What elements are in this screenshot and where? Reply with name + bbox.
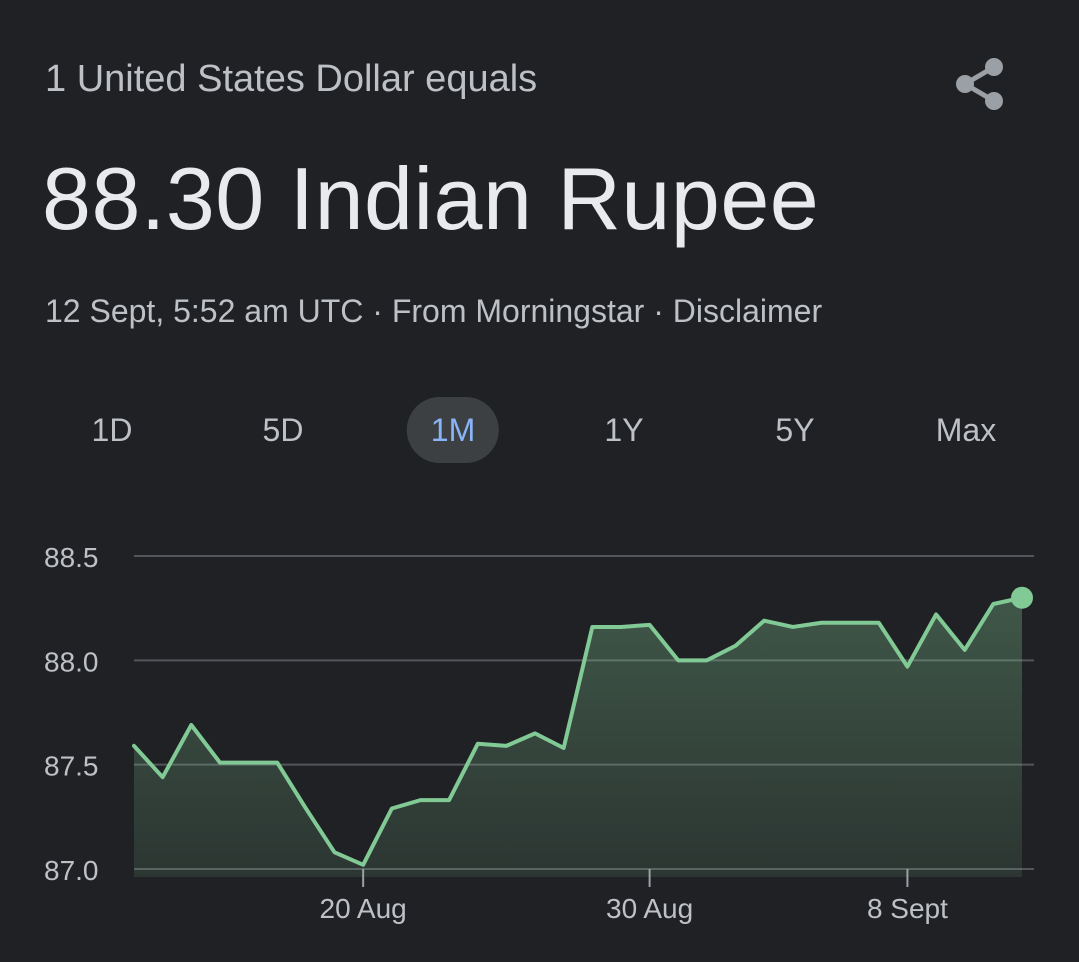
exchange-rate-headline: 88.30 Indian Rupee xyxy=(42,149,820,248)
share-button[interactable] xyxy=(948,52,1012,116)
x-tick-label: 30 Aug xyxy=(606,893,693,924)
tab-max[interactable]: Max xyxy=(935,412,997,448)
source-link[interactable]: From Morningstar xyxy=(391,293,645,329)
share-icon xyxy=(956,58,1003,110)
series-line xyxy=(132,595,1024,867)
area-fill xyxy=(134,597,1022,877)
tab-5y[interactable]: 5Y xyxy=(775,412,815,448)
rate-subtitle: 1 United States Dollar equals xyxy=(45,58,538,100)
x-tick-label: 8 Sept xyxy=(867,893,948,924)
y-tick-label: 88.0 xyxy=(44,646,99,677)
y-tick-label: 87.5 xyxy=(44,751,99,782)
tab-1y[interactable]: 1Y xyxy=(604,412,644,448)
y-tick-label: 87.0 xyxy=(44,855,99,886)
tab-1d[interactable]: 1D xyxy=(91,412,133,448)
y-tick-label: 88.5 xyxy=(44,542,99,573)
rate-chart: 88.5 88.0 87.5 87.0 20 Aug 30 Aug 8 Sept xyxy=(44,542,1034,924)
tab-1m[interactable]: 1M xyxy=(406,397,500,463)
x-tick-label: 20 Aug xyxy=(320,893,407,924)
separator: · xyxy=(363,293,392,329)
tab-5d[interactable]: 5D xyxy=(262,412,304,448)
timestamp: 12 Sept, 5:52 am UTC xyxy=(45,293,364,329)
separator: · xyxy=(644,293,673,329)
rate-meta: 12 Sept, 5:52 am UTC · From Morningstar … xyxy=(45,293,822,330)
latest-point xyxy=(1011,586,1033,609)
range-tabs: 1D 5D 1M 1Y 5Y Max xyxy=(0,397,1079,463)
disclaimer-link[interactable]: Disclaimer xyxy=(672,293,823,329)
